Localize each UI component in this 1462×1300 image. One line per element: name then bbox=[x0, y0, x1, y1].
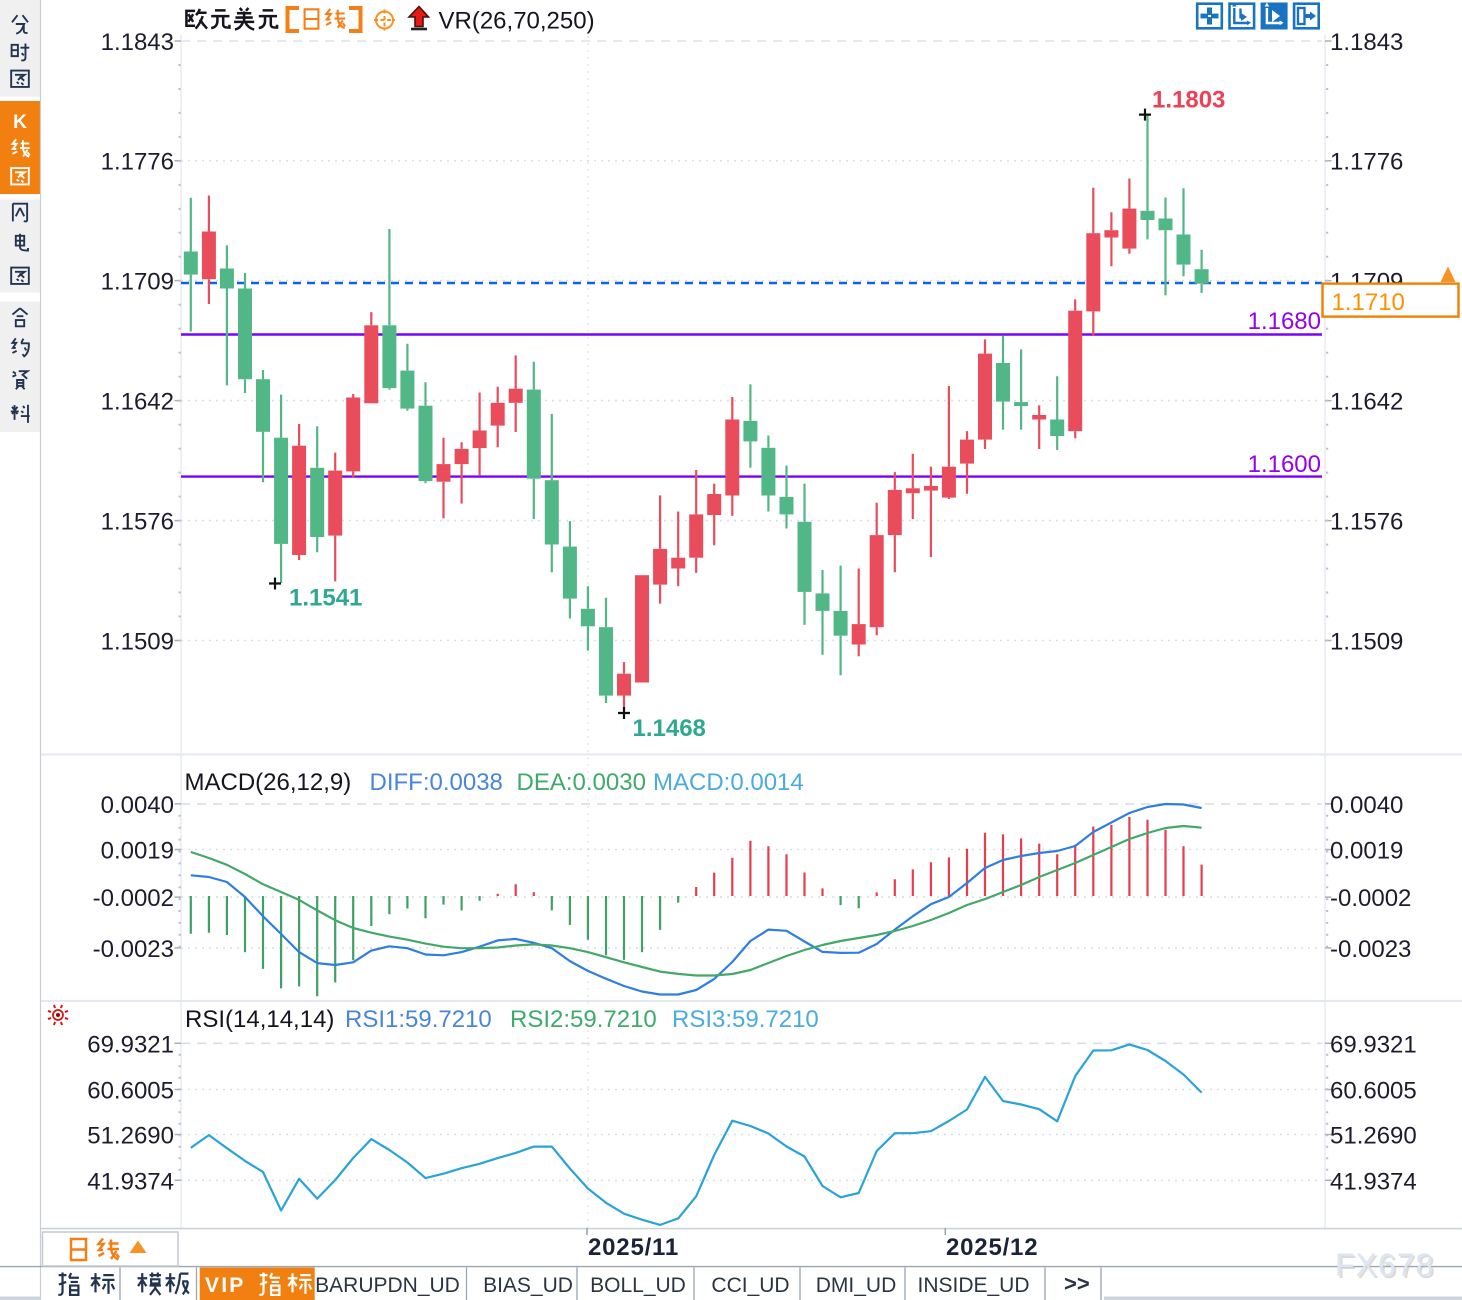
svg-text:1.1843: 1.1843 bbox=[101, 29, 174, 56]
svg-text:BIAS_UD: BIAS_UD bbox=[483, 1274, 573, 1297]
svg-text:>>: >> bbox=[1064, 1271, 1090, 1296]
svg-text:1.1776: 1.1776 bbox=[1330, 149, 1403, 176]
svg-text:FX678: FX678 bbox=[1335, 1247, 1434, 1283]
svg-text:-0.0002: -0.0002 bbox=[93, 885, 174, 912]
svg-text:VIP: VIP bbox=[205, 1274, 245, 1297]
svg-text:VR(26,70,250): VR(26,70,250) bbox=[439, 8, 595, 35]
svg-text:69.9321: 69.9321 bbox=[87, 1031, 174, 1058]
svg-text:-0.0023: -0.0023 bbox=[93, 936, 174, 963]
svg-text:0.0019: 0.0019 bbox=[1330, 838, 1403, 865]
svg-text:41.9374: 41.9374 bbox=[87, 1168, 174, 1195]
svg-text:RSI3:59.7210: RSI3:59.7210 bbox=[672, 1006, 819, 1033]
svg-text:FX678: FX678 bbox=[1337, 1249, 1436, 1285]
svg-text:1.1709: 1.1709 bbox=[101, 269, 174, 296]
svg-text:INSIDE_UD: INSIDE_UD bbox=[917, 1274, 1029, 1297]
svg-text:1.1776: 1.1776 bbox=[101, 149, 174, 176]
svg-text:1.1710: 1.1710 bbox=[1332, 289, 1405, 316]
svg-text:1.1680: 1.1680 bbox=[1248, 308, 1321, 335]
svg-text:RSI(14,14,14): RSI(14,14,14) bbox=[185, 1006, 334, 1033]
svg-text:RSI1:59.7210: RSI1:59.7210 bbox=[345, 1006, 492, 1033]
svg-text:0.0040: 0.0040 bbox=[1330, 792, 1403, 819]
svg-text:1.1600: 1.1600 bbox=[1248, 451, 1321, 478]
svg-text:1.1541: 1.1541 bbox=[289, 585, 362, 612]
svg-text:0.0019: 0.0019 bbox=[101, 838, 174, 865]
svg-text:1.1642: 1.1642 bbox=[101, 389, 174, 416]
svg-text:1.1509: 1.1509 bbox=[1330, 629, 1403, 656]
svg-text:1.1509: 1.1509 bbox=[101, 629, 174, 656]
svg-text:51.2690: 51.2690 bbox=[87, 1123, 174, 1150]
svg-text:CCI_UD: CCI_UD bbox=[711, 1274, 789, 1297]
svg-text:MACD:0.0014: MACD:0.0014 bbox=[653, 769, 804, 796]
svg-text:1.1642: 1.1642 bbox=[1330, 389, 1403, 416]
svg-text:RSI2:59.7210: RSI2:59.7210 bbox=[510, 1006, 657, 1033]
svg-text:1.1803: 1.1803 bbox=[1152, 87, 1225, 114]
svg-text:1.1468: 1.1468 bbox=[633, 715, 706, 742]
svg-text:2025/12: 2025/12 bbox=[946, 1234, 1038, 1261]
svg-text:BOLL_UD: BOLL_UD bbox=[590, 1274, 686, 1297]
svg-text:69.9321: 69.9321 bbox=[1330, 1031, 1417, 1058]
svg-text:60.6005: 60.6005 bbox=[87, 1078, 174, 1105]
svg-text:-0.0002: -0.0002 bbox=[1330, 885, 1411, 912]
svg-text:DIFF:0.0038: DIFF:0.0038 bbox=[370, 769, 503, 796]
svg-text:2025/11: 2025/11 bbox=[588, 1234, 679, 1261]
svg-text:BARUPDN_UD: BARUPDN_UD bbox=[315, 1274, 460, 1297]
svg-text:1.1843: 1.1843 bbox=[1330, 29, 1403, 56]
svg-text:1.1576: 1.1576 bbox=[1330, 509, 1403, 536]
svg-text:DEA:0.0030: DEA:0.0030 bbox=[517, 769, 646, 796]
svg-text:1.1576: 1.1576 bbox=[101, 509, 174, 536]
svg-text:41.9374: 41.9374 bbox=[1330, 1168, 1417, 1195]
svg-text:51.2690: 51.2690 bbox=[1330, 1123, 1417, 1150]
svg-text:60.6005: 60.6005 bbox=[1330, 1078, 1417, 1105]
svg-text:0.0040: 0.0040 bbox=[101, 792, 174, 819]
svg-text:DMI_UD: DMI_UD bbox=[816, 1274, 897, 1297]
svg-text:-0.0023: -0.0023 bbox=[1330, 936, 1411, 963]
svg-text:K: K bbox=[13, 112, 27, 133]
svg-text:MACD(26,12,9): MACD(26,12,9) bbox=[185, 769, 352, 796]
